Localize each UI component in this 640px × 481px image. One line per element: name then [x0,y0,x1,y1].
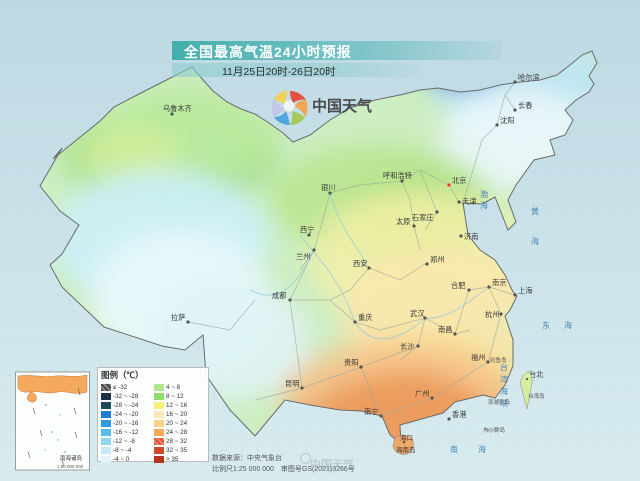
svg-text:1:90 000 000: 1:90 000 000 [57,464,84,469]
svg-text:南海诸岛: 南海诸岛 [60,454,83,462]
